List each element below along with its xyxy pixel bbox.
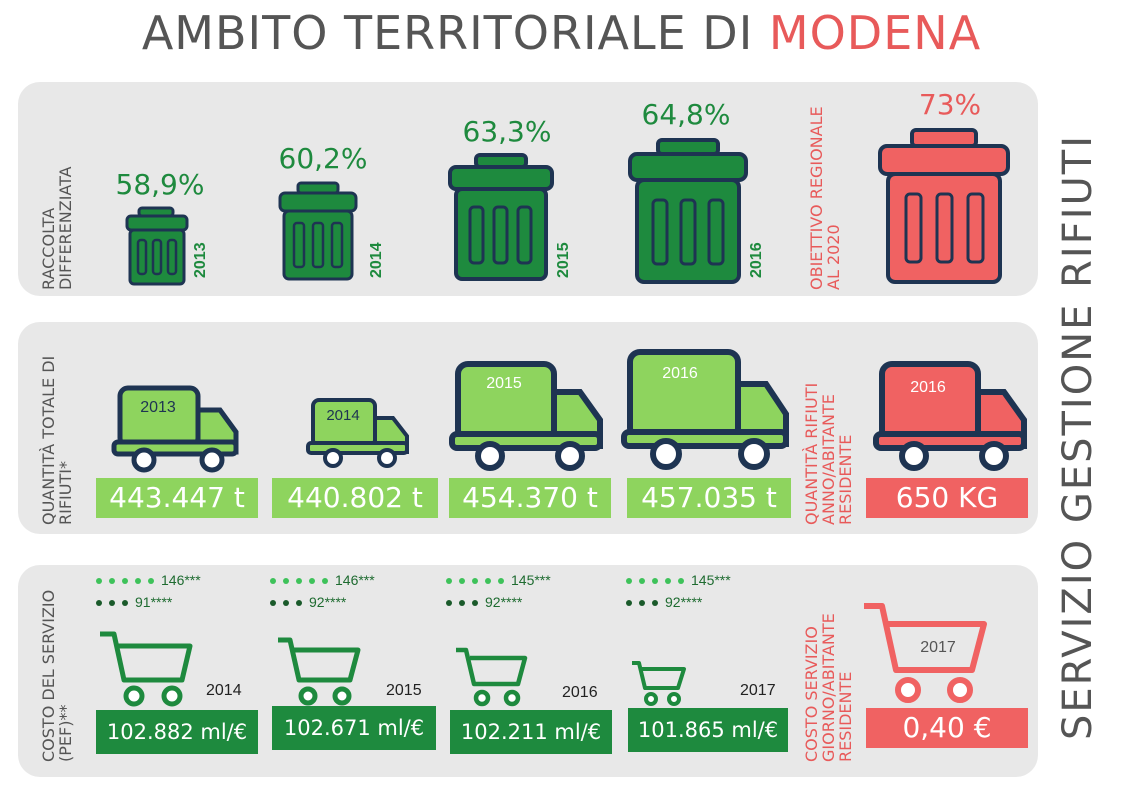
cost-box-2014: 102.882 ml/€ — [96, 710, 258, 754]
row2-target-label: QUANTITÀ RIFIUTI ANNO/ABITANTE RESIDENTE — [802, 382, 855, 525]
row3-target-label: COSTO SERVIZIO GIORNO/ABITANTE RESIDENTE — [802, 613, 855, 762]
metric-a-2015: 146*** — [335, 572, 375, 588]
truck-icon-target: 2016 — [873, 361, 1027, 471]
title-highlight: MODENA — [768, 6, 982, 60]
truck-year-2014: 2014 — [326, 407, 359, 424]
truck-icon-2016: 2016 — [621, 349, 789, 470]
title-prefix: AMBITO TERRITORIALE DI — [141, 6, 769, 60]
bin-icon-2016 — [628, 138, 748, 284]
cost-year-2015: 2015 — [386, 682, 422, 699]
dots-b-2014: 91**** — [96, 594, 172, 610]
year-2014: 2014 — [368, 242, 385, 278]
cost-year-2016: 2016 — [562, 684, 598, 701]
row1-label: RACCOLTA DIFFERENZIATA — [39, 166, 75, 290]
metric-a-2016: 145*** — [511, 572, 551, 588]
cart-icon-2014 — [100, 631, 193, 707]
value-box-2013: 443.447 t — [96, 478, 258, 518]
metric-a-2017: 145*** — [691, 572, 731, 588]
year-2015: 2015 — [555, 242, 572, 278]
truck-year-2016: 2016 — [662, 365, 698, 382]
dots-a-2015: 146*** — [270, 572, 375, 588]
bin-icon-2015 — [448, 153, 554, 281]
cost-box-2016: 102.211 ml/€ — [450, 710, 612, 754]
metric-b-2016: 92**** — [485, 594, 523, 610]
target-value-box-row3: 0,40 € — [866, 708, 1028, 748]
truck-year-2013: 2013 — [140, 399, 176, 416]
metric-b-2015: 92**** — [309, 594, 347, 610]
metric-b-2014: 91**** — [135, 594, 173, 610]
bin-icon-2014 — [278, 181, 358, 281]
dots-b-2015: 92**** — [270, 594, 346, 610]
truck-year-target: 2016 — [910, 379, 946, 396]
dots-a-2016: 145*** — [446, 572, 551, 588]
cart-year-target: 2017 — [920, 639, 956, 656]
metric-a-2014: 146*** — [161, 572, 201, 588]
dots-a-2014: 146*** — [96, 572, 201, 588]
row3-label: COSTO DEL SERVIZIO (PEF)** — [39, 589, 75, 762]
dots-a-2017: 145*** — [626, 572, 731, 588]
row2-label: QUANTITÀ TOTALE DI RIFIUTI* — [39, 355, 75, 525]
cart-icon-2017 — [632, 661, 686, 706]
page-title: AMBITO TERRITORIALE DI MODENA — [0, 6, 1123, 60]
value-box-2015: 454.370 t — [449, 478, 611, 518]
truck-icon-2015: 2015 — [449, 361, 603, 471]
row1-target-label: OBIETTIVO REGIONALE AL 2020 — [807, 106, 843, 290]
cart-icon-2016 — [456, 647, 528, 707]
bin-icon-2013 — [125, 206, 189, 286]
bin-icon-target — [878, 128, 1010, 284]
value-box-2016: 457.035 t — [627, 478, 791, 518]
truck-icon-2013: 2013 — [111, 385, 239, 473]
dots-b-2016: 92**** — [446, 594, 522, 610]
cost-box-2015: 102.671 ml/€ — [272, 706, 436, 750]
cost-year-2017: 2017 — [740, 682, 776, 699]
metric-b-2017: 92**** — [665, 594, 703, 610]
year-2016: 2016 — [748, 242, 765, 278]
pct-2015: 63,3% — [462, 115, 552, 148]
pct-2013: 58,9% — [115, 168, 205, 201]
value-box-2014: 440.802 t — [272, 478, 438, 518]
cart-icon-2015 — [278, 637, 361, 706]
target-pct: 73% — [918, 88, 982, 121]
pct-2014: 60,2% — [278, 142, 368, 175]
truck-year-2015: 2015 — [486, 375, 522, 392]
pct-2016: 64,8% — [641, 98, 731, 131]
truck-icon-2014: 2014 — [306, 398, 409, 468]
side-title: SERVIZIO GESTIONE RIFIUTI — [1055, 133, 1101, 740]
cost-year-2014: 2014 — [206, 682, 242, 699]
cost-box-2017: 101.865 ml/€ — [628, 708, 788, 752]
target-value-box-row2: 650 KG — [866, 478, 1028, 518]
cart-icon-target: 2017 — [864, 603, 987, 703]
dots-b-2017: 92**** — [626, 594, 702, 610]
year-2013: 2013 — [192, 242, 209, 278]
